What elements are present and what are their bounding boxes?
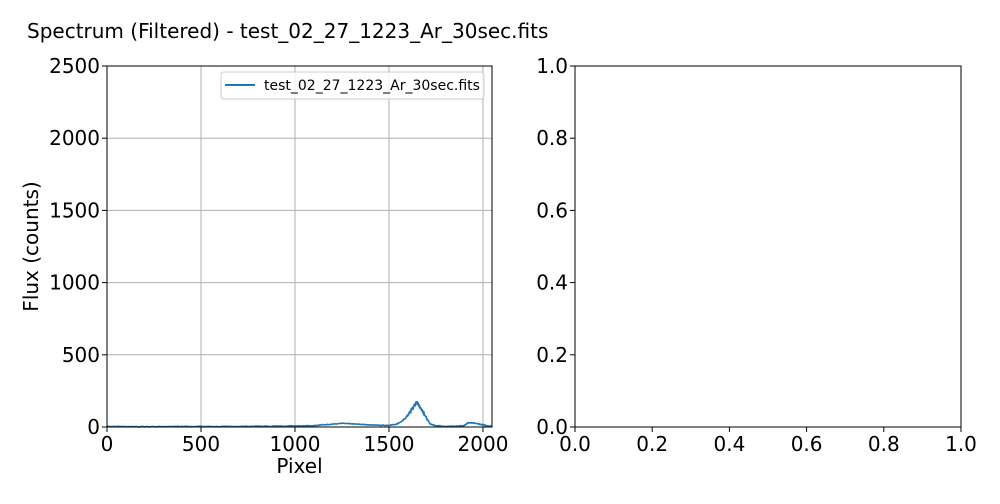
spectrum-plot-grid [106, 65, 492, 428]
y-tick-label: 0.6 [536, 198, 568, 222]
y-tick-label: 1000 [49, 271, 100, 295]
x-tick-label: 1000 [270, 432, 321, 456]
x-tick-label: 2000 [458, 432, 509, 456]
y-tick-label: 2000 [49, 126, 100, 150]
spectrum-plot-y-axis-label: Flux (counts) [19, 181, 43, 311]
y-tick-label: 0.2 [536, 343, 568, 367]
spectrum-plot: 0 500 1000 1500 2000 0 500 1000 1500 2000 2500 Pi… [19, 54, 508, 478]
x-tick-label: 0.6 [791, 432, 823, 456]
series-line [107, 400, 493, 428]
legend-entry-label: test_02_27_1223_Ar_30sec.fits [264, 78, 480, 94]
x-tick-label: 1500 [364, 432, 415, 456]
x-tick-label: 0.4 [713, 432, 745, 456]
x-tick-label: 0.8 [868, 432, 900, 456]
empty-plot-frame [574, 65, 962, 428]
y-tick-label: 500 [62, 343, 100, 367]
x-tick-label: 0 [101, 432, 114, 456]
y-tick-label: 0 [87, 415, 100, 439]
spectrum-plot-y-ticks: 0 500 1000 1500 2000 2500 [49, 54, 107, 439]
spectrum-plot-series [107, 400, 493, 428]
y-tick-label: 0.4 [536, 271, 568, 295]
figure-title: Spectrum (Filtered) - test_02_27_1223_Ar… [27, 19, 548, 43]
empty-plot-x-ticks: 0.0 0.2 0.4 0.6 0.8 1.0 [559, 427, 977, 456]
x-tick-label: 1.0 [945, 432, 977, 456]
x-tick-label: 0.0 [559, 432, 591, 456]
empty-plot: 0.0 0.2 0.4 0.6 0.8 1.0 0.0 0.2 0.4 0.6 0.8 1.0 [536, 54, 977, 456]
y-tick-label: 2500 [49, 54, 100, 78]
x-tick-label: 0.2 [636, 432, 668, 456]
y-tick-label: 0.0 [536, 415, 568, 439]
x-tick-label: 500 [182, 432, 220, 456]
spectrum-plot-x-axis-label: Pixel [276, 454, 322, 478]
spectrum-plot-legend: test_02_27_1223_Ar_30sec.fits [220, 71, 485, 100]
y-tick-label: 1500 [49, 198, 100, 222]
empty-plot-y-ticks: 0.0 0.2 0.4 0.6 0.8 1.0 [536, 54, 575, 439]
legend-box [220, 71, 485, 100]
y-tick-label: 1.0 [536, 54, 568, 78]
y-tick-label: 0.8 [536, 126, 568, 150]
spectrum-plot-x-ticks: 0 500 1000 1500 2000 [101, 427, 509, 456]
spectrum-plot-frame [106, 65, 493, 428]
